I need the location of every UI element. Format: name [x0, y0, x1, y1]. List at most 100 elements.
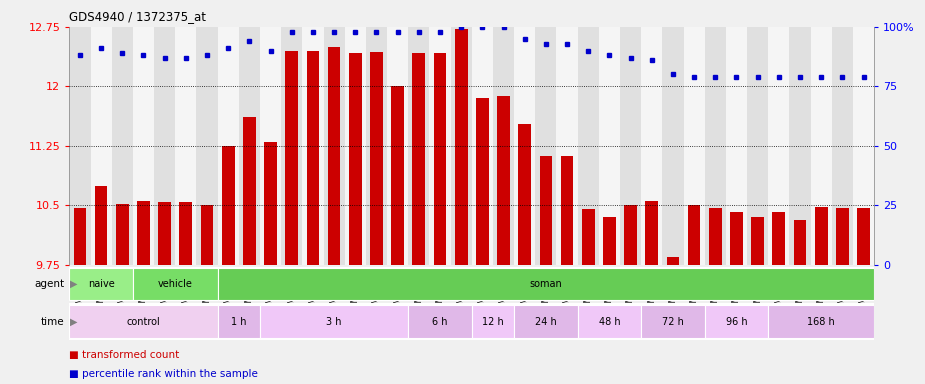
Bar — [391, 86, 404, 265]
Bar — [366, 27, 387, 265]
Text: GDS4940 / 1372375_at: GDS4940 / 1372375_at — [69, 10, 206, 23]
Bar — [260, 305, 408, 338]
Text: agent: agent — [34, 279, 65, 289]
Text: vehicle: vehicle — [158, 279, 192, 289]
Bar — [434, 53, 447, 265]
Bar — [772, 212, 785, 265]
Text: time: time — [41, 316, 65, 327]
Text: 3 h: 3 h — [327, 316, 342, 327]
Bar — [133, 27, 154, 265]
Bar — [536, 27, 557, 265]
Text: 1 h: 1 h — [231, 316, 247, 327]
Bar — [769, 27, 789, 265]
Bar — [345, 27, 366, 265]
Bar — [69, 305, 217, 338]
Bar — [641, 305, 705, 338]
Bar — [662, 27, 684, 265]
Text: 72 h: 72 h — [662, 316, 684, 327]
Bar — [429, 27, 450, 265]
Bar — [497, 96, 510, 265]
Bar — [69, 27, 91, 265]
Bar — [577, 305, 641, 338]
Text: soman: soman — [529, 279, 562, 289]
Bar — [557, 27, 577, 265]
Bar — [789, 27, 810, 265]
Bar — [857, 208, 869, 265]
Text: 48 h: 48 h — [598, 316, 621, 327]
Bar — [476, 98, 488, 265]
Bar — [472, 305, 514, 338]
Bar — [577, 27, 598, 265]
Bar — [74, 208, 86, 265]
Bar — [69, 268, 133, 300]
Text: ▶: ▶ — [70, 279, 78, 289]
Bar — [370, 52, 383, 265]
Bar — [684, 27, 705, 265]
Bar — [620, 27, 641, 265]
Text: 168 h: 168 h — [808, 316, 835, 327]
Text: 24 h: 24 h — [535, 316, 557, 327]
Bar — [493, 27, 514, 265]
Bar — [794, 220, 807, 265]
Bar — [175, 27, 196, 265]
Bar — [286, 51, 298, 265]
Bar — [222, 146, 235, 265]
Bar — [201, 205, 214, 265]
Bar — [387, 27, 408, 265]
Bar — [91, 27, 112, 265]
Bar — [306, 51, 319, 265]
Bar — [94, 185, 107, 265]
Bar — [810, 27, 832, 265]
Bar — [582, 209, 595, 265]
Bar — [217, 268, 874, 300]
Text: control: control — [127, 316, 160, 327]
Bar — [709, 208, 722, 265]
Bar — [603, 217, 616, 265]
Bar — [853, 27, 874, 265]
Text: ■ percentile rank within the sample: ■ percentile rank within the sample — [69, 369, 258, 379]
Bar — [217, 27, 239, 265]
Bar — [832, 27, 853, 265]
Bar — [769, 305, 874, 338]
Bar — [179, 202, 192, 265]
Bar — [561, 156, 574, 265]
Bar — [624, 205, 637, 265]
Bar — [133, 268, 217, 300]
Bar — [747, 27, 769, 265]
Bar — [514, 27, 536, 265]
Bar — [137, 202, 150, 265]
Bar — [265, 142, 277, 265]
Bar — [518, 124, 531, 265]
Bar — [705, 305, 769, 338]
Bar — [667, 257, 679, 265]
Bar — [196, 27, 217, 265]
Bar — [281, 27, 302, 265]
Bar — [116, 204, 129, 265]
Bar — [302, 27, 324, 265]
Bar — [836, 208, 849, 265]
Bar — [324, 27, 345, 265]
Bar — [455, 29, 467, 265]
Bar — [217, 305, 260, 338]
Bar — [815, 207, 828, 265]
Bar — [239, 27, 260, 265]
Text: 96 h: 96 h — [725, 316, 747, 327]
Bar — [514, 305, 577, 338]
Bar — [260, 27, 281, 265]
Bar — [688, 205, 700, 265]
Bar — [598, 27, 620, 265]
Bar — [243, 117, 255, 265]
Bar — [751, 217, 764, 265]
Bar — [472, 27, 493, 265]
Bar — [112, 27, 133, 265]
Bar — [641, 27, 662, 265]
Bar — [154, 27, 175, 265]
Bar — [158, 202, 171, 265]
Bar — [408, 27, 429, 265]
Bar — [705, 27, 726, 265]
Text: naive: naive — [88, 279, 115, 289]
Bar — [730, 212, 743, 265]
Text: 6 h: 6 h — [432, 316, 448, 327]
Bar — [726, 27, 747, 265]
Text: 12 h: 12 h — [482, 316, 504, 327]
